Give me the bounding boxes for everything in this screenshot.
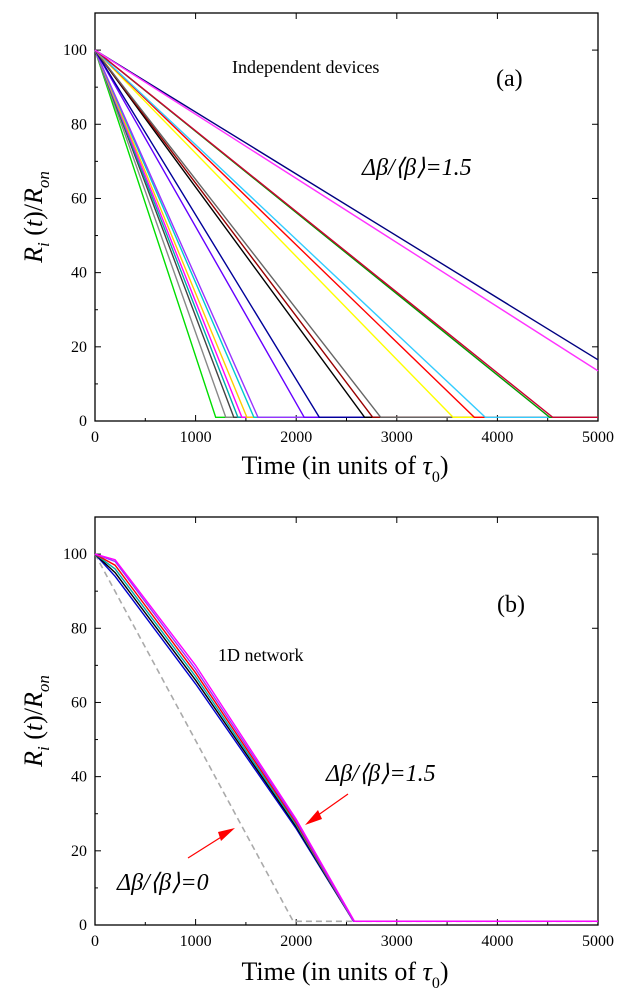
panel-a-ytick-label: 80 — [71, 116, 87, 133]
panel-b-ticks: 0 1000 2000 3000 4000 5000 0 20 40 60 80 100 — [63, 517, 614, 950]
panel-b-xtick-label: 3000 — [381, 933, 413, 950]
panel-a-ylabel: Ri (t)/Ron — [19, 171, 53, 264]
panel-b-xtick-label: 5000 — [582, 933, 614, 950]
panel-a-series — [94, 49, 599, 418]
panel-b-panel-label: (b) — [497, 592, 525, 618]
panel-a-series-line — [94, 49, 599, 361]
panel-b-series-line — [94, 553, 598, 922]
panel-b-xtick-label: 0 — [91, 933, 99, 950]
panel-b-axes-frame — [94, 516, 599, 926]
panel-b-ytick-label: 80 — [71, 620, 87, 637]
panel-b-param-label-zero: Δβ/⟨β⟩=0 — [116, 870, 209, 896]
panel-b-series — [94, 553, 598, 923]
panel-a-ytick-label: 20 — [71, 339, 87, 356]
panel-a-xtick-label: 2000 — [280, 429, 312, 446]
panel-a-panel-label: (a) — [496, 66, 523, 92]
svg-text:Time (in units of τ0): Time (in units of τ0) — [241, 451, 448, 486]
panel-b-ytick-label: 60 — [71, 694, 87, 711]
panel-a: 0 1000 2000 3000 4000 5000 0 20 40 60 80 100 Indepe… — [19, 12, 614, 486]
panel-b-ytick-label: 100 — [63, 546, 87, 563]
panel-b-ytick-label: 20 — [71, 843, 87, 860]
panel-b-xtick-label: 4000 — [481, 933, 513, 950]
panel-b: 0 1000 2000 3000 4000 5000 0 20 40 60 80 100 1D net… — [19, 516, 614, 992]
panel-a-xlabel: Time (in units of τ0) — [241, 451, 448, 486]
panel-b-xlabel: Time (in units of τ0) — [241, 957, 448, 992]
panel-a-ytick-label: 0 — [79, 413, 87, 430]
panel-b-arrow-to-network — [305, 793, 349, 825]
panel-b-xtick-label: 1000 — [180, 933, 212, 950]
panel-a-series-line — [94, 49, 598, 418]
panel-a-ytick-label: 100 — [63, 42, 87, 59]
panel-a-xtick-label: 4000 — [481, 429, 513, 446]
panel-a-param-label: Δβ/⟨β⟩=1.5 — [361, 155, 472, 181]
panel-b-ytick-label: 0 — [79, 917, 87, 934]
panel-b-annotation: 1D network — [218, 645, 303, 665]
panel-a-xtick-label: 5000 — [582, 429, 614, 446]
svg-text:Time (in units of τ0): Time (in units of τ0) — [241, 957, 448, 992]
panel-a-xtick-label: 0 — [91, 429, 99, 446]
panel-a-ytick-label: 60 — [71, 190, 87, 207]
panel-a-xtick-label: 1000 — [180, 429, 212, 446]
panel-a-series-line — [94, 49, 599, 372]
svg-text:Ri (t)/Ron: Ri (t)/Ron — [19, 171, 53, 264]
panel-b-arrow-to-reference — [187, 828, 235, 859]
panel-b-ytick-label: 40 — [71, 769, 87, 786]
panel-a-ticks: 0 1000 2000 3000 4000 5000 0 20 40 60 80 100 — [63, 13, 614, 446]
panel-b-xtick-label: 2000 — [280, 933, 312, 950]
svg-text:Ri (t)/Ron: Ri (t)/Ron — [19, 675, 53, 768]
panel-b-param-label: Δβ/⟨β⟩=1.5 — [325, 761, 436, 787]
panel-b-ylabel: Ri (t)/Ron — [19, 675, 53, 768]
panel-a-series-line — [94, 49, 598, 418]
panel-a-annotation: Independent devices — [232, 57, 379, 77]
panel-a-ytick-label: 40 — [71, 265, 87, 282]
panel-a-xtick-label: 3000 — [381, 429, 413, 446]
